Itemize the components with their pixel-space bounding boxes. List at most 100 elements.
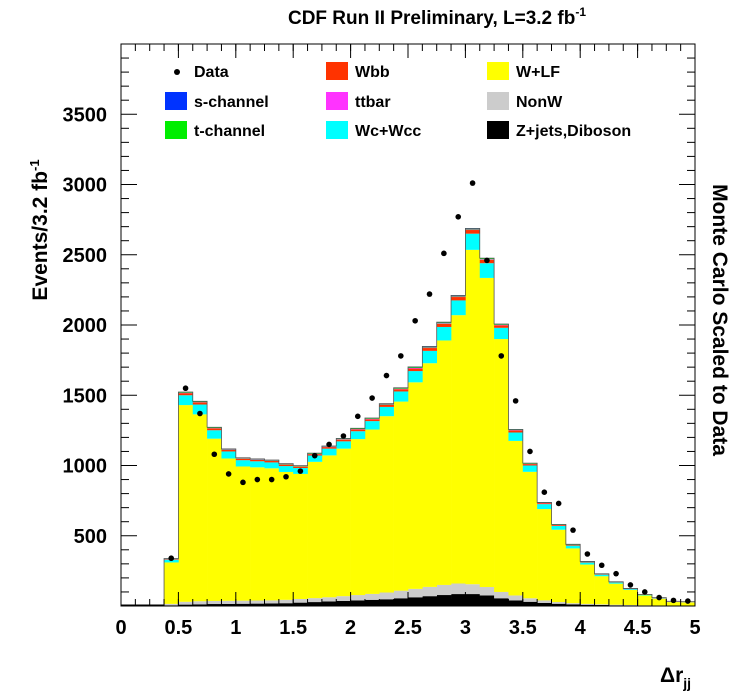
data-point (441, 250, 447, 257)
bar-wbb (508, 430, 524, 433)
bar-wbb (278, 464, 294, 467)
bar-z-jets-diboson (293, 602, 308, 606)
bar-w-lf (379, 416, 394, 593)
bar-wc-wcc (422, 350, 437, 364)
bar-w-lf (623, 589, 638, 606)
bar-w-lf (250, 467, 265, 601)
bar-wc-wcc (350, 431, 366, 440)
data-point (326, 441, 332, 448)
bar-w-lf (408, 382, 423, 589)
bar-nonw (379, 592, 394, 600)
bar-t-channel (350, 428, 366, 430)
x-tick-label: 0 (115, 617, 126, 639)
bar-z-jets-diboson (379, 599, 394, 606)
bar-w-lf (422, 363, 437, 587)
bar-nonw (192, 601, 208, 605)
bar-t-channel (465, 228, 481, 230)
data-point (211, 451, 218, 458)
bar-w-lf (608, 583, 624, 605)
legend-label-data: Data (194, 64, 229, 81)
legend-swatch-z-jets-diboson (487, 121, 509, 139)
bar-wbb (422, 348, 437, 351)
legend-swatch-wbb (326, 62, 348, 80)
bar-nonw (164, 603, 179, 606)
bar-t-channel (494, 324, 509, 325)
chart-title: CDF Run II Preliminary, L=3.2 fb-1 (288, 5, 586, 29)
data-point (455, 214, 462, 220)
y-tick-label: 1500 (63, 385, 108, 407)
bar-wc-wcc (235, 460, 251, 467)
bar-w-lf (508, 440, 524, 596)
y-tick-label: 3000 (63, 175, 108, 197)
y-tick-label: 3500 (63, 104, 108, 126)
x-tick-label: 2 (345, 617, 356, 639)
axes: 0 0.5 1 1.5 2 2.5 3 3.5 4 4.5 5 500 1000 1500 2000 2500… (63, 44, 701, 639)
x-axis-label: Δrjj (660, 664, 691, 691)
bar-wbb (465, 230, 481, 234)
bar-wbb (250, 459, 265, 462)
data-point (498, 353, 505, 359)
bar-wc-wcc (508, 432, 524, 441)
bar-wbb (436, 323, 452, 327)
bar-wbb (235, 458, 251, 461)
bar-wbb (580, 561, 595, 563)
bar-w-lf (207, 438, 222, 601)
bar-z-jets-diboson (307, 602, 323, 606)
y-tick-label: 1000 (63, 456, 108, 478)
bar-nonw (537, 600, 552, 603)
data-points (168, 180, 691, 604)
y-tick-label: 2500 (63, 245, 108, 267)
bar-w-lf (235, 466, 251, 601)
bar-z-jets-diboson (221, 603, 237, 606)
bar-wbb (451, 297, 466, 301)
x-tick-label: 0.5 (164, 617, 192, 639)
bar-ttbar (465, 229, 481, 231)
bar-wc-wcc (336, 441, 351, 449)
bar-wbb (264, 461, 280, 463)
bar-wbb (192, 402, 208, 405)
legend-label-w-lf: W+LF (516, 64, 560, 81)
bar-nonw (307, 598, 323, 603)
x-tick-label: 4 (575, 617, 587, 639)
bar-wc-wcc (264, 462, 280, 469)
bar-t-channel (336, 438, 351, 440)
bar-nonw (350, 595, 366, 601)
bar-wc-wcc (608, 582, 624, 584)
data-point (627, 582, 634, 588)
bar-wc-wcc (178, 395, 194, 406)
legend-swatch-nonw (487, 92, 509, 110)
bar-t-channel (207, 427, 222, 429)
bar-t-channel (192, 401, 208, 403)
bar-w-lf (565, 548, 581, 604)
bar-wc-wcc (221, 451, 237, 459)
bar-nonw (278, 599, 294, 604)
bar-w-lf (479, 277, 495, 588)
bar-wc-wcc (192, 404, 208, 415)
bar-w-lf (307, 461, 323, 599)
data-point (240, 479, 246, 486)
bar-w-lf (551, 529, 567, 603)
bar-wc-wcc (494, 327, 509, 340)
bar-t-channel (422, 346, 437, 348)
bar-w-lf (278, 471, 294, 600)
bar-z-jets-diboson (393, 598, 409, 606)
legend-swatch-w-lf (487, 62, 509, 80)
data-point (685, 598, 691, 604)
legend-swatch-t-channel (165, 121, 187, 139)
x-tick-label: 4.5 (624, 617, 652, 639)
data-point (197, 410, 203, 417)
title-superscript: -1 (575, 5, 586, 19)
bar-wc-wcc (379, 406, 394, 417)
bar-wc-wcc (207, 430, 222, 439)
bar-nonw (551, 602, 567, 604)
data-point (584, 551, 591, 557)
bar-wc-wcc (465, 233, 481, 250)
bar-wc-wcc (551, 525, 567, 530)
x-tick-label: 1.5 (279, 617, 307, 639)
bar-nonw (293, 598, 308, 603)
bar-nonw (465, 584, 481, 595)
stacked-histogram (163, 227, 696, 606)
bar-w-lf (293, 473, 308, 599)
bar-z-jets-diboson (465, 594, 481, 606)
bar-z-jets-diboson (537, 602, 552, 606)
